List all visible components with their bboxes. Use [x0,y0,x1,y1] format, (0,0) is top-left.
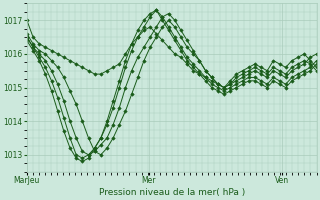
X-axis label: Pression niveau de la mer( hPa ): Pression niveau de la mer( hPa ) [99,188,245,197]
